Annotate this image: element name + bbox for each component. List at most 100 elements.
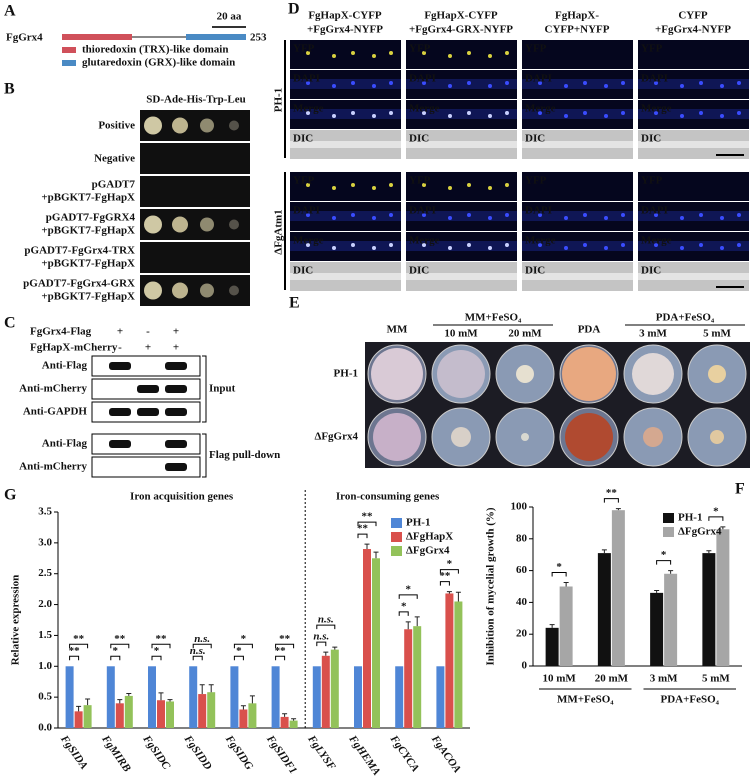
bar [289, 720, 298, 728]
legend-label: PH-1 [406, 517, 430, 529]
bar [106, 666, 115, 728]
significance-bracket [69, 655, 80, 661]
error-bar [405, 621, 411, 630]
nucleus [621, 243, 625, 247]
legend-label: ΔFgGrx4 [678, 526, 722, 538]
nucleus [306, 51, 310, 55]
strain-label: pGADT7-FgGRX4 [46, 212, 136, 224]
colony [200, 118, 214, 133]
legend-swatch [663, 527, 674, 537]
significance-bracket [398, 611, 409, 616]
significance-bracket [439, 581, 450, 586]
x-tick-label: FgSIDC [140, 732, 173, 772]
panel-label: C [4, 315, 16, 332]
significance-label: ** [275, 645, 287, 657]
legend-label: thioredoxin (TRX)-like domain [82, 44, 228, 56]
construct-label: FgHapX-mCherry [30, 342, 118, 354]
protein-name: FgGrx4 [6, 32, 43, 44]
panel-label: F [735, 481, 745, 498]
channel-label: DIC [641, 265, 661, 277]
y-axis-label: Inhibition of mycelial growth (%) [485, 507, 497, 665]
colony [373, 413, 421, 461]
lane-sign: + [145, 342, 151, 354]
nucleus [306, 243, 310, 247]
error-bar [668, 570, 674, 574]
nucleus [467, 213, 471, 217]
channel-label: DAPI [525, 73, 552, 85]
antibody-label: Anti-Flag [42, 438, 88, 450]
hypha [406, 141, 517, 148]
nucleus [564, 84, 568, 88]
nucleus [654, 81, 658, 85]
hypha [290, 141, 401, 148]
nucleus [680, 246, 684, 250]
significance-bracket [656, 560, 672, 565]
colony [708, 365, 726, 383]
nucleus [332, 246, 336, 250]
nucleus [505, 111, 509, 115]
hypha [406, 211, 517, 221]
nucleus [583, 213, 587, 217]
error-bar [446, 591, 452, 594]
nucleus [488, 216, 492, 220]
colony [144, 215, 162, 234]
nucleus [720, 216, 724, 220]
concentration-label: 20 mM [508, 328, 542, 340]
bar [597, 553, 611, 666]
nucleus [389, 111, 393, 115]
nucleus [332, 216, 336, 220]
scale-label: 20 aa [217, 11, 242, 23]
significance-label: * [447, 558, 453, 570]
colony [521, 433, 529, 441]
nucleus [422, 111, 426, 115]
nucleus [306, 183, 310, 187]
significance-label: * [661, 549, 667, 561]
channel-label: Merge [409, 103, 440, 115]
trx-domain [62, 34, 132, 40]
significance-label: n.s. [194, 633, 210, 645]
band [165, 463, 187, 471]
colony [229, 285, 239, 296]
significance-label: * [236, 645, 242, 657]
bar [413, 626, 422, 728]
nucleus [737, 243, 741, 247]
x-tick-label: FgCYCA [387, 732, 421, 774]
hypha [522, 273, 633, 280]
nucleus [654, 111, 658, 115]
nucleus [720, 114, 724, 118]
nucleus [332, 84, 336, 88]
nucleus [372, 54, 376, 58]
nucleus [389, 183, 393, 187]
nucleus [306, 111, 310, 115]
significance-bracket [110, 655, 121, 661]
x-tick-label: FgACOA [428, 732, 463, 775]
bar [650, 592, 664, 666]
colony [371, 348, 423, 400]
error-bar [249, 695, 255, 704]
nucleus [372, 84, 376, 88]
significance-label: * [113, 645, 119, 657]
strain-label: +pBGKT7-FgHapX [41, 192, 135, 204]
bar [207, 692, 216, 728]
error-bar [85, 698, 91, 706]
bar [702, 553, 716, 666]
hypha [290, 79, 401, 89]
nucleus [505, 213, 509, 217]
plate-row [140, 242, 250, 273]
significance-bracket [192, 643, 212, 649]
hypha [638, 79, 749, 89]
significance-bracket [439, 569, 459, 574]
nucleus [467, 81, 471, 85]
nucleus [583, 81, 587, 85]
bar [395, 666, 404, 728]
nucleus [538, 243, 542, 247]
y-tick-label: 2.5 [38, 567, 52, 579]
y-tick-label: 20 [516, 628, 528, 640]
error-bar [291, 718, 297, 721]
legend-swatch [62, 47, 76, 53]
error-bar [167, 699, 173, 702]
y-tick-label: 0 [522, 660, 528, 672]
legend-swatch [391, 518, 402, 528]
antibody-label: Anti-mCherry [19, 461, 87, 473]
nucleus [306, 81, 310, 85]
